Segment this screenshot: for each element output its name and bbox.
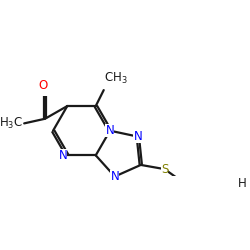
Text: N: N: [106, 124, 114, 137]
Text: H: H: [238, 177, 246, 190]
Text: N: N: [58, 149, 67, 162]
Text: S: S: [161, 163, 168, 176]
Text: CH$_3$: CH$_3$: [104, 71, 128, 86]
Text: O: O: [38, 79, 48, 92]
Text: N: N: [134, 130, 142, 143]
Text: H$_3$C: H$_3$C: [0, 116, 23, 131]
Text: N: N: [110, 170, 119, 183]
